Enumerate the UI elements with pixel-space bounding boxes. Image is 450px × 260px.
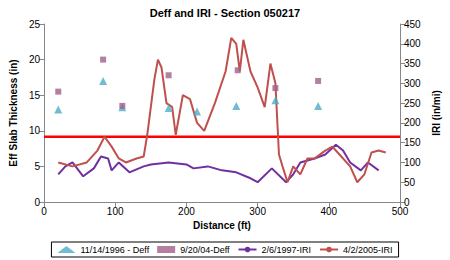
svg-text:150: 150	[404, 137, 421, 148]
svg-text:250: 250	[404, 98, 421, 109]
svg-text:5: 5	[34, 161, 40, 172]
svg-text:IRI (in/mi): IRI (in/mi)	[431, 90, 442, 136]
svg-text:300: 300	[404, 78, 421, 89]
svg-text:Eff Slab Thickness (in): Eff Slab Thickness (in)	[8, 59, 19, 166]
svg-text:400: 400	[404, 38, 421, 49]
svg-text:300: 300	[249, 206, 266, 217]
svg-text:4/2/2005-IRI: 4/2/2005-IRI	[343, 245, 393, 255]
svg-text:350: 350	[404, 58, 421, 69]
svg-text:11/14/1996 - Deff: 11/14/1996 - Deff	[80, 245, 149, 255]
svg-text:15: 15	[29, 90, 41, 101]
svg-text:450: 450	[404, 19, 421, 30]
svg-text:200: 200	[404, 117, 421, 128]
svg-text:0: 0	[404, 196, 410, 208]
svg-text:0: 0	[34, 197, 40, 208]
svg-text:0: 0	[41, 206, 47, 217]
svg-text:20: 20	[29, 54, 41, 65]
svg-text:10: 10	[29, 125, 41, 136]
svg-text:Distance (ft): Distance (ft)	[193, 220, 251, 231]
svg-text:400: 400	[320, 206, 337, 217]
svg-text:Deff and IRI - Section 050217: Deff and IRI - Section 050217	[150, 7, 300, 19]
svg-text:9/20/04-Deff: 9/20/04-Deff	[180, 245, 230, 255]
svg-text:100: 100	[404, 157, 421, 168]
svg-text:500: 500	[392, 206, 409, 217]
svg-text:25: 25	[29, 19, 41, 30]
svg-text:2/6/1997-IRI: 2/6/1997-IRI	[262, 245, 312, 255]
svg-text:50: 50	[404, 177, 416, 188]
svg-text:100: 100	[107, 206, 124, 217]
svg-text:200: 200	[178, 206, 195, 217]
